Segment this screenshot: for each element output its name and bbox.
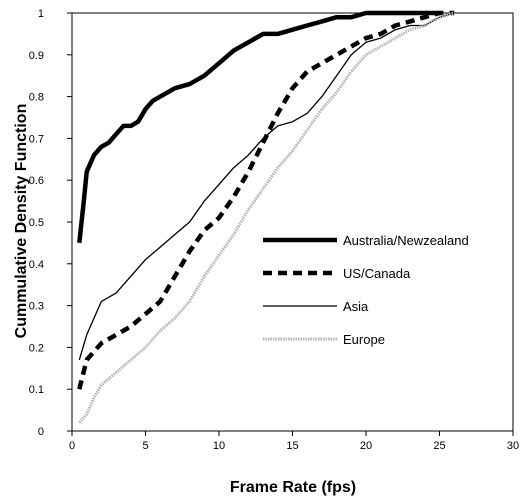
x-tick-label: 20 bbox=[360, 440, 372, 452]
x-tick-label: 25 bbox=[433, 440, 445, 452]
legend-label: Asia bbox=[343, 299, 369, 314]
y-tick-label: 0.5 bbox=[29, 217, 44, 229]
y-tick-label: 0.9 bbox=[29, 50, 44, 62]
y-tick-label: 0.4 bbox=[29, 259, 44, 271]
plot-area-border bbox=[71, 12, 514, 432]
y-axis-title: Cummulative Density Function bbox=[13, 104, 30, 339]
y-tick-label: 0.3 bbox=[29, 301, 44, 313]
legend-label: US/Canada bbox=[343, 266, 411, 281]
x-tick-label: 0 bbox=[69, 440, 75, 452]
y-tick-label: 0.7 bbox=[29, 133, 44, 145]
series-line-3 bbox=[78, 12, 455, 361]
y-tick-label: 0.1 bbox=[29, 384, 44, 396]
series-layer bbox=[77, 10, 455, 424]
x-tick-label: 15 bbox=[286, 440, 298, 452]
legend: Australia/Newzealand US/Canada Asia Europe bbox=[263, 233, 469, 347]
series-line-1 bbox=[77, 10, 440, 244]
plot-frame bbox=[71, 12, 514, 432]
y-tick-label: 0 bbox=[38, 426, 44, 438]
legend-label: Australia/Newzealand bbox=[343, 233, 469, 248]
y-tick-label: 0.6 bbox=[29, 175, 44, 187]
legend-label: Europe bbox=[343, 332, 385, 347]
y-tick-label: 0.2 bbox=[29, 342, 44, 354]
y-tick-label: 0.8 bbox=[29, 92, 44, 104]
x-tick-label: 10 bbox=[213, 440, 225, 452]
ticks-layer: 0 5 10 15 20 25 30 0 0.1 0.2 0.3 0.4 0.5 0.6 0.7 0.8 0.9… bbox=[29, 8, 519, 452]
x-tick-label: 30 bbox=[507, 440, 519, 452]
x-tick-label: 5 bbox=[142, 440, 148, 452]
y-tick-label: 1 bbox=[38, 8, 44, 20]
series-line-2 bbox=[77, 10, 455, 390]
x-axis-title: Frame Rate (fps) bbox=[230, 479, 356, 496]
series-line-4 bbox=[78, 11, 455, 424]
